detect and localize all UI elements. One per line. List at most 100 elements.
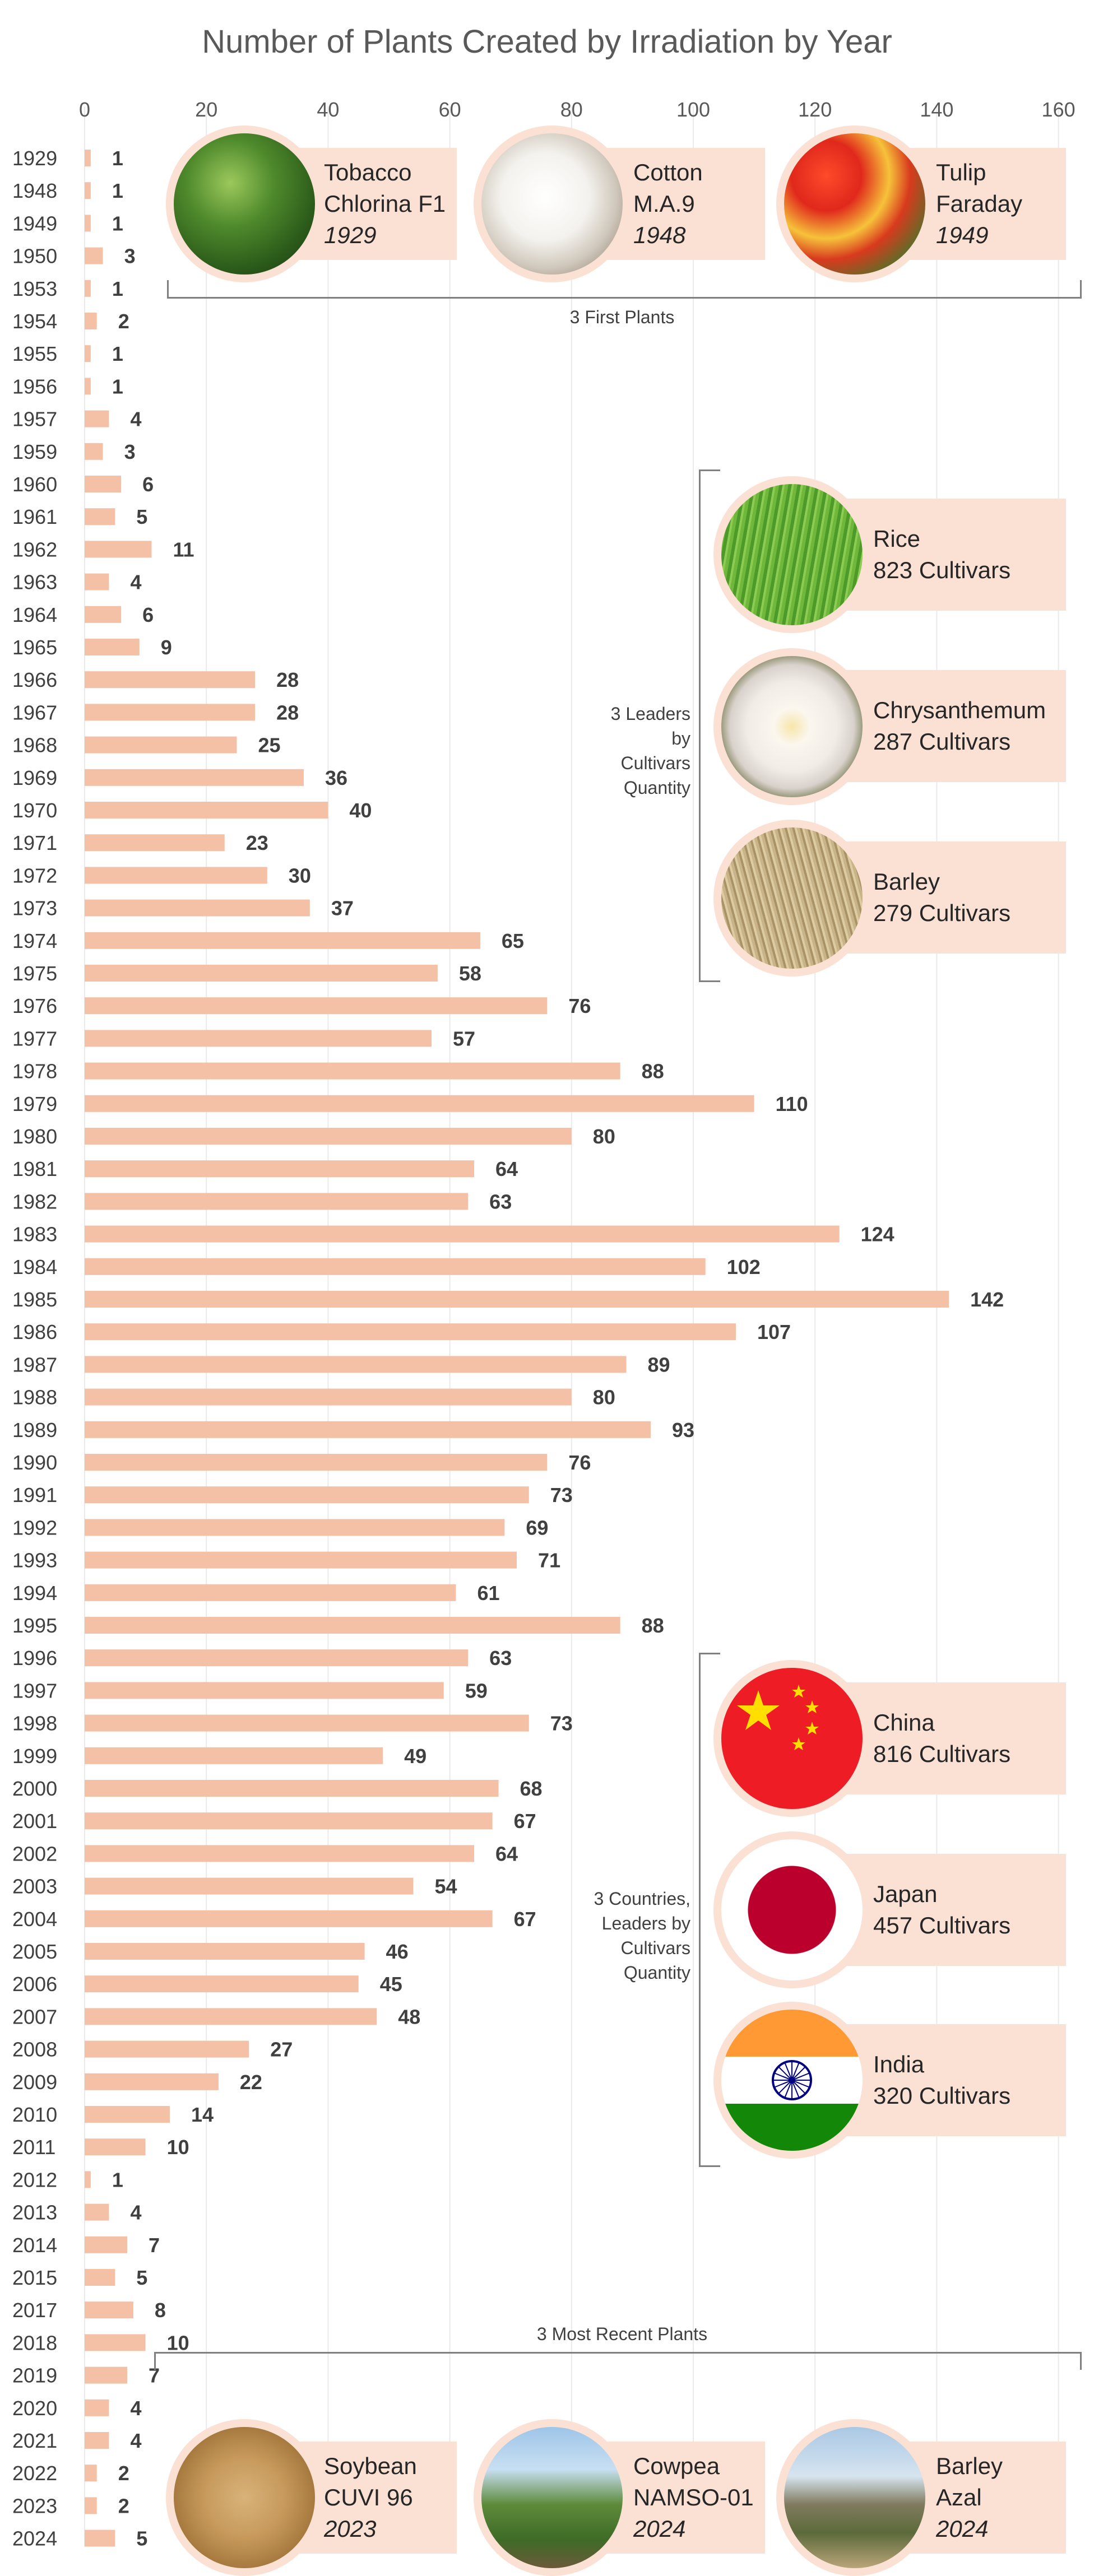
callout-year: 2024 [936, 2515, 989, 2542]
x-tick-label: 80 [560, 98, 583, 121]
data-label: 63 [489, 1190, 512, 1213]
y-tick-label: 1994 [12, 1582, 57, 1605]
countries-label-line: Cultivars [620, 1938, 690, 1958]
data-label: 4 [130, 2429, 141, 2452]
data-label: 11 [173, 538, 194, 561]
first-plants-label: 3 First Plants [569, 307, 675, 327]
data-label: 69 [526, 1516, 548, 1539]
data-label: 7 [149, 2364, 160, 2387]
bar [85, 1877, 414, 1895]
y-tick-label: 1949 [12, 212, 57, 235]
callout-name: Chrysanthemum [873, 697, 1046, 723]
callout-variety: Chlorina F1 [324, 190, 446, 217]
bracket-tick [1080, 2352, 1082, 2370]
bar [85, 639, 140, 655]
bar [85, 410, 109, 427]
bar [85, 2301, 133, 2319]
leaders-label-line: Quantity [623, 778, 690, 798]
y-tick-label: 1983 [12, 1223, 57, 1246]
data-label: 64 [495, 1842, 518, 1865]
data-label: 48 [398, 2005, 420, 2028]
bar [85, 1486, 529, 1504]
bracket-leaders [699, 469, 701, 982]
y-tick-label: 1962 [12, 538, 57, 561]
y-tick-label: 1950 [12, 245, 57, 268]
y-tick-label: 1978 [12, 1060, 57, 1083]
y-tick-label: 1979 [12, 1092, 57, 1115]
x-tick-label: 0 [79, 98, 90, 121]
bracket-tick [699, 2165, 720, 2167]
y-tick-label: 2014 [12, 2234, 57, 2257]
callout-name: Soybean [324, 2453, 417, 2479]
japan-circle [713, 1831, 870, 1988]
y-tick-label: 1948 [12, 179, 57, 202]
ashoka-chakra-icon [772, 2060, 812, 2100]
y-tick-label: 1966 [12, 668, 57, 691]
data-label: 10 [167, 2136, 189, 2159]
y-tick-label: 1955 [12, 342, 57, 365]
bar [85, 1649, 469, 1667]
y-tick-label: 1986 [12, 1320, 57, 1343]
leaders-label-line: 3 Leaders [610, 704, 690, 724]
leaders-label-line: Cultivars [620, 753, 690, 773]
bar [85, 1062, 620, 1080]
y-tick-label: 1959 [12, 440, 57, 463]
callout-count: 816 Cultivars [873, 1741, 1011, 1767]
bracket-tick [154, 2352, 156, 2370]
data-label: 9 [161, 636, 172, 659]
y-tick-label: 1987 [12, 1353, 57, 1376]
x-tick-label: 20 [195, 98, 217, 121]
y-tick-label: 1974 [12, 929, 57, 952]
callout-name: Rice [873, 526, 921, 552]
y-tick-label: 1988 [12, 1386, 57, 1409]
callout-name: Cowpea [633, 2453, 720, 2479]
callout-name: Tobacco [324, 159, 412, 185]
data-label: 93 [672, 1419, 694, 1442]
y-tick-label: 1929 [12, 147, 57, 170]
y-tick-label: 2020 [12, 2397, 57, 2420]
bar [85, 1193, 469, 1210]
data-label: 40 [349, 799, 372, 822]
bar [85, 2366, 128, 2384]
callout-name: Barley [936, 2453, 1003, 2479]
data-label: 1 [112, 375, 123, 398]
bracket-recent-plants [154, 2352, 1082, 2354]
bracket-countries [699, 1653, 701, 2167]
soybean-circle [166, 2419, 323, 2576]
data-label: 28 [276, 668, 299, 691]
bar [85, 1225, 840, 1243]
y-tick-label: 2012 [12, 2168, 57, 2191]
y-tick-label: 1956 [12, 375, 57, 398]
bar [85, 1584, 456, 1601]
data-label: 10 [167, 2331, 189, 2354]
bracket-tick [1080, 280, 1082, 299]
data-label: 76 [568, 994, 591, 1017]
y-tick-label: 1969 [12, 766, 57, 789]
x-tick-label: 100 [676, 98, 710, 121]
data-label: 14 [191, 2103, 214, 2126]
data-label: 80 [593, 1125, 615, 1148]
data-label: 1 [112, 277, 123, 300]
bar [85, 2008, 377, 2025]
data-label: 46 [386, 1940, 409, 1963]
y-tick-label: 2005 [12, 1940, 57, 1963]
bar [85, 1975, 359, 1993]
bar [85, 2529, 115, 2547]
bar [85, 573, 109, 590]
y-tick-label: 1993 [12, 1549, 57, 1572]
bar [85, 1519, 505, 1536]
bar [85, 2497, 97, 2514]
y-tick-label: 2021 [12, 2429, 57, 2452]
bar [85, 704, 256, 721]
chrysanthemum-photo [721, 656, 863, 797]
data-label: 45 [380, 1973, 402, 1996]
callout-name: India [873, 2051, 925, 2077]
data-label: 1 [112, 147, 123, 170]
bar [85, 1747, 383, 1764]
bar [85, 1388, 572, 1406]
y-tick-label: 2008 [12, 2038, 57, 2061]
callout-variety: M.A.9 [633, 190, 695, 217]
y-tick-label: 1990 [12, 1451, 57, 1474]
countries-label-line: Quantity [623, 1963, 690, 1983]
